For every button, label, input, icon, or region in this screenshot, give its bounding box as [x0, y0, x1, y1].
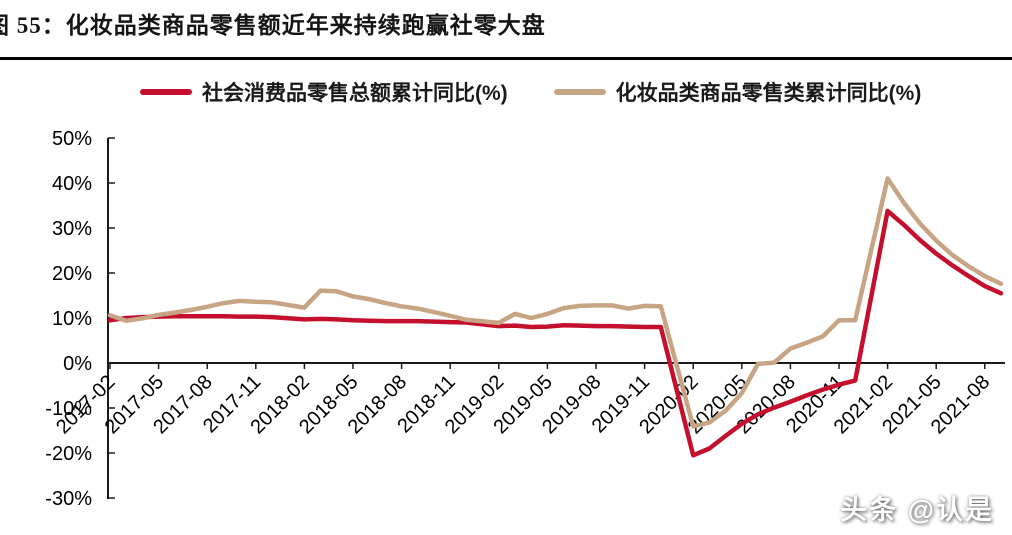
y-tick-label: 20%: [52, 263, 92, 285]
y-tick-label: -30%: [45, 488, 92, 510]
chart-legend: 社会消费品零售总额累计同比(%) 化妆品类商品零售类累计同比(%): [140, 77, 921, 107]
legend-label-total-retail: 社会消费品零售总额累计同比(%): [202, 82, 508, 105]
legend-label-cosmetics: 化妆品类商品零售类累计同比(%): [615, 82, 922, 105]
legend-swatch-cosmetics: [553, 89, 606, 95]
y-tick-label: -20%: [45, 443, 92, 465]
legend-swatch-total-retail: [140, 89, 192, 95]
y-tick-label: 50%: [52, 128, 92, 150]
series-line-total-retail: [107, 208, 1004, 458]
y-tick-label: 10%: [52, 308, 92, 330]
y-tick-label: -10%: [45, 398, 92, 420]
legend-item-cosmetics: 化妆品类商品零售类累计同比(%): [553, 77, 922, 107]
y-tick-label: 40%: [52, 173, 92, 195]
legend-item-total-retail: 社会消费品零售总额累计同比(%): [140, 77, 508, 107]
y-tick-label: 0%: [63, 353, 92, 375]
series-line-cosmetics: [107, 176, 1004, 429]
figure-title: 图 55：化妆品类商品零售额近年来持续跑赢社零大盘: [0, 13, 546, 38]
title-rule: [0, 57, 1012, 60]
y-tick-label: 30%: [52, 218, 92, 240]
watermark: 头条 @认是: [840, 495, 994, 525]
